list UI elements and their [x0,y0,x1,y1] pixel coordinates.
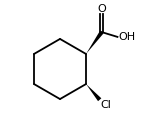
Polygon shape [86,31,104,54]
Text: Cl: Cl [100,100,111,110]
Polygon shape [86,84,101,101]
Text: O: O [97,4,106,14]
Text: OH: OH [118,32,135,42]
